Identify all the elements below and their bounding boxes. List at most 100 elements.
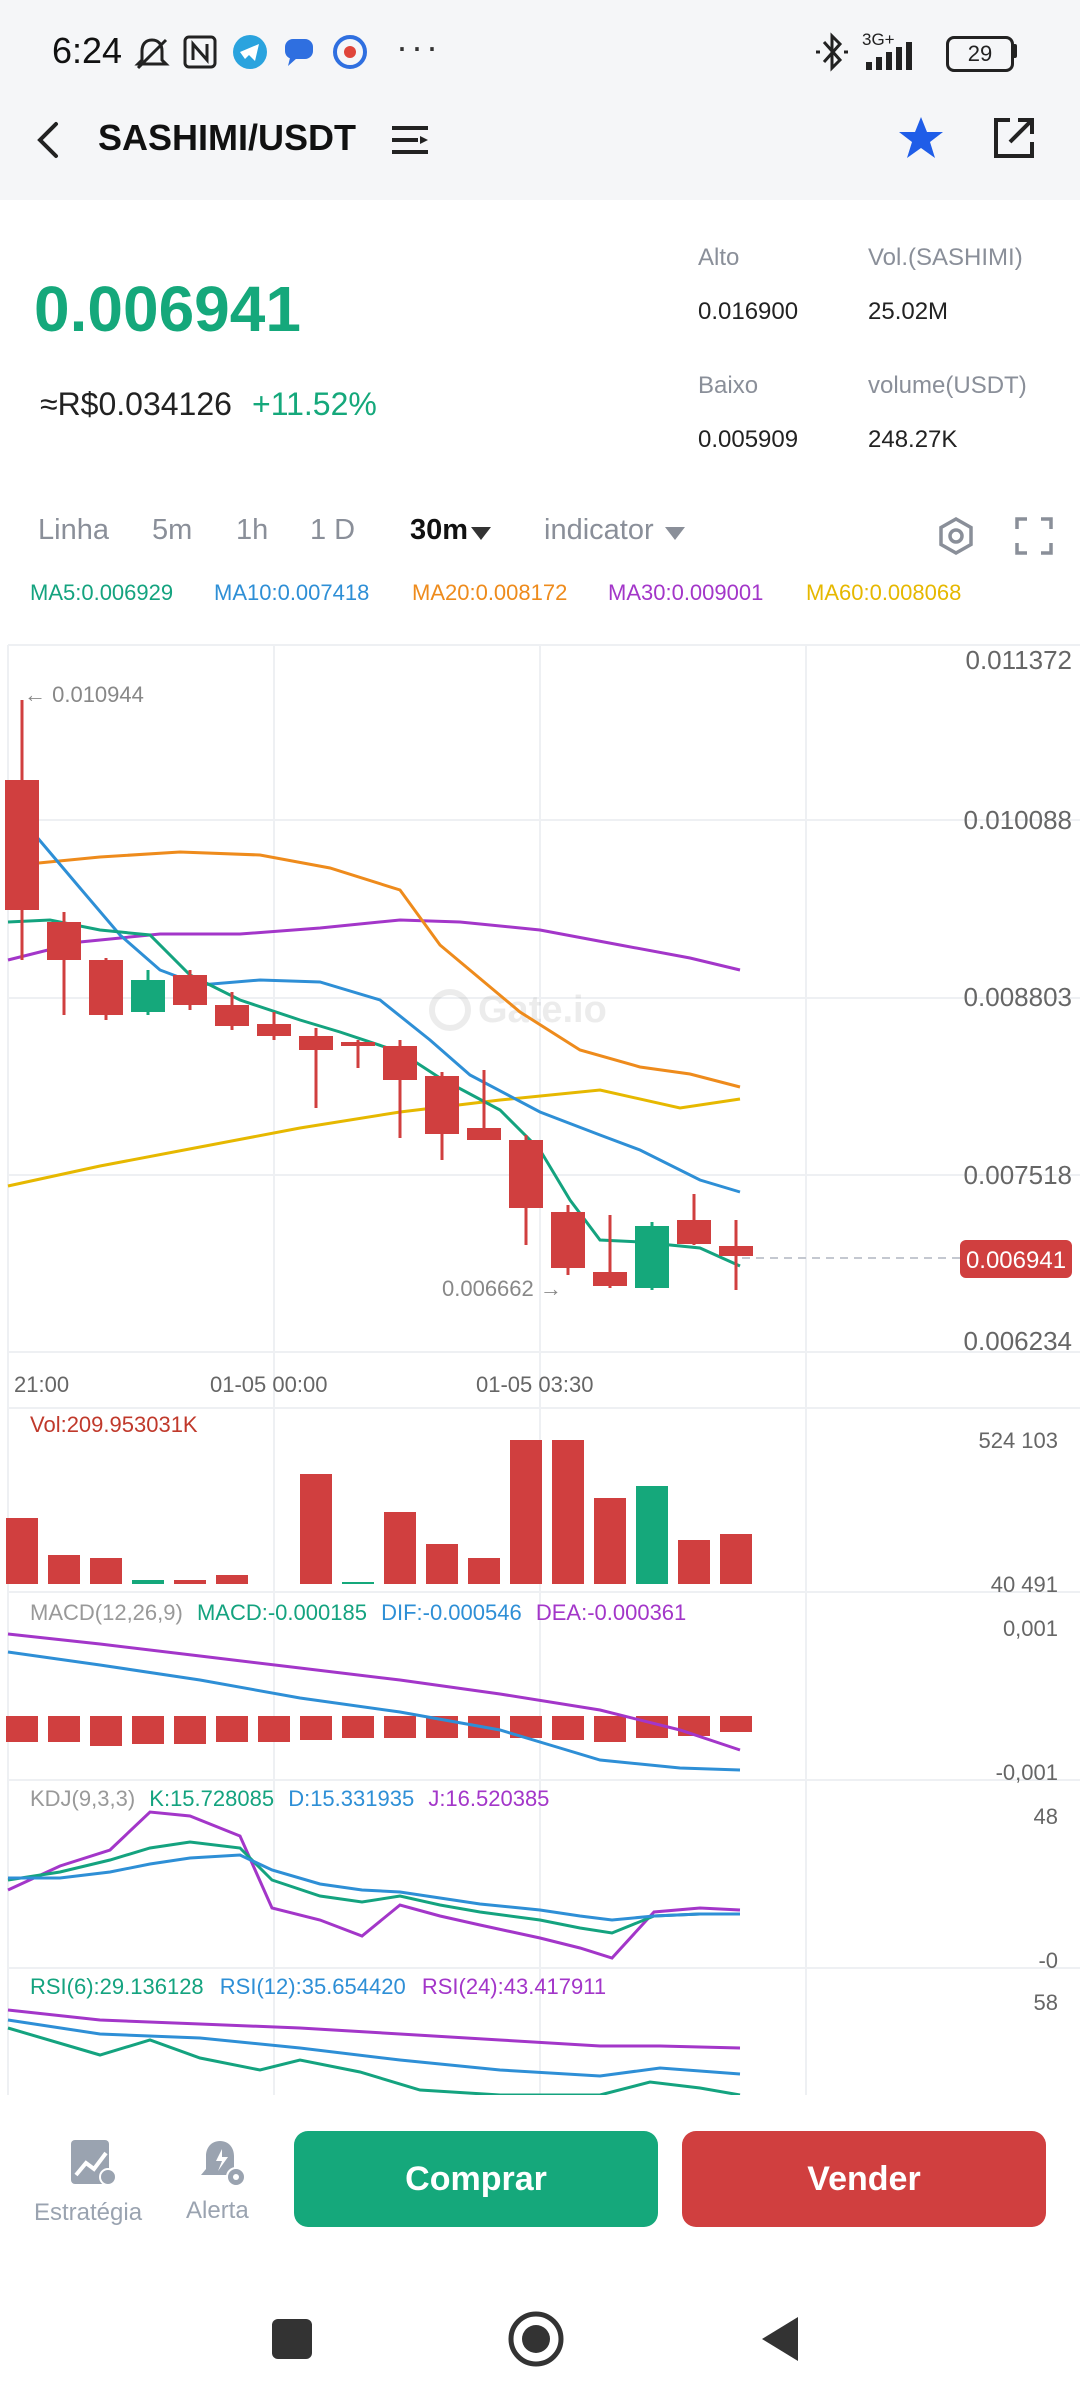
candle-body (47, 922, 81, 960)
nfc-icon (183, 35, 217, 69)
ma30-line (7, 918, 741, 972)
menu-icon[interactable] (390, 120, 430, 160)
candlesticks (5, 700, 753, 1290)
battery-icon: 29 (946, 36, 1014, 72)
rsi12-line (7, 2018, 741, 2078)
candle-body (341, 1042, 375, 1046)
candle-body (719, 1246, 753, 1256)
volume-bar (384, 1512, 416, 1584)
alert-icon[interactable] (196, 2137, 248, 2189)
candle-body (509, 1140, 543, 1208)
macd-bar (216, 1716, 248, 1742)
kdj-d-line (8, 1853, 740, 1922)
volume-bar (720, 1534, 752, 1584)
candle-body (215, 1005, 249, 1026)
more-notifications-icon: ··· (396, 26, 441, 67)
macd-bar (174, 1716, 206, 1744)
kdj-max: 48 (1034, 1804, 1058, 1829)
x-tick: 21:00 (14, 1372, 69, 1397)
header: SASHIMI/USDT (0, 100, 1080, 200)
alert-label[interactable]: Alerta (186, 2197, 249, 2224)
tab-30m[interactable]: 30m (410, 514, 469, 546)
volume-bar (132, 1580, 164, 1584)
y-tick: 0.007518 (964, 1160, 1072, 1190)
tab-1d[interactable]: 1 D (310, 514, 356, 546)
telegram-icon (233, 35, 267, 69)
tab-line[interactable]: Linha (38, 514, 109, 546)
min-price-marker: 0.006662 → (442, 1276, 562, 1301)
candle-body (677, 1220, 711, 1244)
x-tick: 01-05 03:30 (476, 1372, 593, 1397)
sell-button[interactable]: Vender (682, 2131, 1046, 2227)
back-nav-icon[interactable] (756, 2313, 804, 2365)
strategy-icon[interactable] (68, 2137, 118, 2187)
low-label: Baixo (698, 372, 759, 399)
fullscreen-icon[interactable] (1014, 516, 1054, 556)
mute-notifications-icon (134, 38, 170, 70)
macd-bar (258, 1716, 290, 1742)
battery-level: 29 (967, 41, 993, 66)
tab-indicator[interactable]: indicator (544, 514, 654, 546)
volume-bar (678, 1540, 710, 1584)
candle-body (299, 1036, 333, 1050)
chart-canvas[interactable]: Gate.io 0.011372 0.010088 0.008803 0.007… (0, 620, 1080, 2095)
home-icon[interactable] (506, 2309, 566, 2369)
kdj-legend: KDJ(9,3,3) K:15.728085 D:15.331935 J:16.… (30, 1786, 549, 1811)
pair-title[interactable]: SASHIMI/USDT (98, 117, 357, 158)
buy-button[interactable]: Comprar (294, 2131, 658, 2227)
macd-bar (342, 1716, 374, 1738)
volume-bar (510, 1440, 542, 1584)
current-price-tag-text: 0.006941 (966, 1247, 1066, 1274)
macd-bar (678, 1716, 710, 1736)
share-icon[interactable] (990, 114, 1038, 162)
tab-1h[interactable]: 1h (236, 514, 269, 546)
system-nav-bar (0, 2295, 1080, 2400)
ma30-label: MA30:0.009001 (608, 580, 764, 605)
ma10-line (34, 835, 741, 1194)
macd-bar (720, 1716, 752, 1732)
ma60-line (7, 1088, 741, 1188)
candle-body (383, 1046, 417, 1080)
vol-base-value: 25.02M (868, 298, 949, 325)
candle-body (635, 1226, 669, 1288)
ma60-label: MA60:0.008068 (806, 580, 962, 605)
candle-body (173, 975, 207, 1005)
kdj-k-line (7, 1840, 740, 1935)
last-price: 0.006941 (34, 273, 301, 345)
macd-legend: MACD(12,26,9) MACD:-0.000185 DIF:-0.0005… (30, 1600, 686, 1625)
kdj-j-line (7, 1810, 741, 1960)
network-type: 3G+ (862, 30, 895, 49)
volume-bar (174, 1580, 206, 1584)
volume-bar (594, 1498, 626, 1584)
favorite-star-icon[interactable] (896, 114, 946, 164)
settings-hexagon-icon[interactable] (936, 516, 976, 556)
dropdown-icon[interactable] (470, 526, 492, 542)
ma5-label: MA5:0.006929 (30, 580, 174, 605)
dropdown-icon[interactable] (664, 526, 686, 542)
volume-bar (342, 1582, 374, 1584)
back-arrow-icon[interactable] (30, 118, 70, 162)
candle-body (89, 960, 123, 1015)
rsi6-line (7, 2026, 741, 2095)
battery-tip (1012, 44, 1017, 58)
macd-bar (594, 1716, 626, 1742)
volume-bar (48, 1555, 80, 1584)
candle-body (425, 1076, 459, 1134)
recent-apps-icon[interactable] (272, 2319, 312, 2359)
macd-bar (510, 1716, 542, 1738)
macd-histogram (6, 1716, 752, 1746)
tab-5m[interactable]: 5m (152, 514, 193, 546)
volume-bar (468, 1558, 500, 1584)
strategy-label[interactable]: Estratégia (34, 2199, 143, 2226)
vol-quote-label: volume(USDT) (868, 372, 1027, 399)
volume-bars (6, 1440, 752, 1584)
macd-bar (132, 1716, 164, 1744)
ma20-line (7, 850, 741, 1089)
high-value: 0.016900 (698, 298, 799, 325)
signal-icon (866, 42, 912, 70)
rsi-max: 58 (1034, 1990, 1058, 2015)
interval-tabs: Linha 5m 1h 1 D 30m indicator (0, 500, 1080, 572)
macd-bar (384, 1716, 416, 1738)
messages-icon (285, 39, 313, 66)
browser-icon (333, 35, 367, 69)
